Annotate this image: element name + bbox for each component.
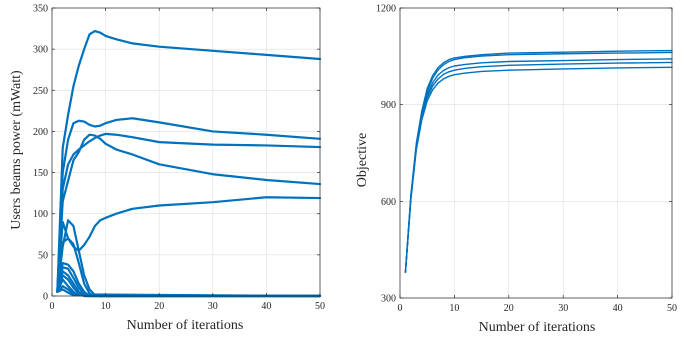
power-chart-x-tick-label: 20 (154, 301, 164, 312)
objective-chart-y-tick-label: 300 (381, 294, 396, 305)
power-chart-series-3 (56, 132, 322, 293)
power-chart-axes-box (51, 7, 321, 297)
power-chart-series-10 (56, 270, 322, 298)
power-chart-y-tick-label: 150 (33, 168, 48, 179)
objective-chart-series-3 (404, 58, 673, 273)
power-chart-y-tick-label: 350 (33, 4, 48, 15)
objective-chart-series-4 (404, 61, 673, 273)
power-chart-series-14 (56, 288, 322, 298)
power-chart-series-2 (56, 117, 322, 293)
power-chart-y-tick-label: 200 (33, 127, 48, 138)
objective-chart-x-tick-label: 30 (558, 303, 568, 314)
objective-chart-y-tick-label: 1200 (376, 4, 396, 15)
power-chart-x-tick-label: 50 (315, 301, 325, 312)
power-chart-series-11 (56, 274, 322, 298)
power-chart-series-6 (56, 219, 322, 298)
power-chart-series-4 (56, 133, 322, 293)
objective-chart-xlabel: Number of iterations (479, 320, 596, 335)
power-chart-y-tick-label: 100 (33, 209, 48, 220)
objective-chart-x-tick-label: 10 (449, 303, 459, 314)
power-chart-series-9 (56, 266, 322, 298)
power-chart-series-5 (56, 196, 322, 293)
power-chart-series-7 (56, 237, 322, 298)
power-chart-series-1 (56, 29, 322, 293)
power-chart-x-tick-label: 40 (261, 301, 271, 312)
objective-chart-x-tick-label: 20 (504, 303, 514, 314)
power-chart-series-8 (56, 261, 322, 298)
objective-chart-y-tick-label: 900 (381, 100, 396, 111)
power-chart-y-tick-label: 300 (33, 45, 48, 56)
objective-chart-x-tick-label: 40 (613, 303, 623, 314)
objective-chart-ylabel: Objective (355, 133, 370, 187)
power-chart-x-tick-label: 10 (101, 301, 111, 312)
power-chart-x-tick-label: 30 (208, 301, 218, 312)
power-chart-y-tick-label: 50 (38, 250, 48, 261)
power-chart-xlabel: Number of iterations (127, 318, 244, 333)
power-chart-x-tick-label: 0 (50, 301, 55, 312)
power-chart-y-tick-label: 0 (43, 292, 48, 303)
objective-chart-plot-area: 0 10 20 30 40 50 300 600 900 1200 (376, 4, 677, 315)
objective-chart-x-tick-label: 0 (398, 303, 403, 314)
power-chart-y-tick-label: 250 (33, 86, 48, 97)
objective-chart-series-2 (404, 51, 673, 273)
power-chart-plot-area: 0 10 20 30 40 50 0 50 100 150 200 250 300 350 (33, 4, 325, 313)
power-chart-ylabel: Users beams power (mWatt) (9, 70, 24, 230)
power-chart: 0 10 20 30 40 50 0 50 100 150 200 250 300 350 Users b… (9, 4, 325, 334)
objective-chart-x-tick-label: 50 (667, 303, 677, 314)
objective-chart-axes-box (399, 7, 673, 299)
objective-chart-y-tick-label: 600 (381, 197, 396, 208)
objective-chart-series-1 (404, 49, 673, 273)
objective-chart: 0 10 20 30 40 50 300 600 900 1200 Objective Numbe… (355, 4, 677, 336)
objective-chart-series-5 (404, 66, 673, 273)
